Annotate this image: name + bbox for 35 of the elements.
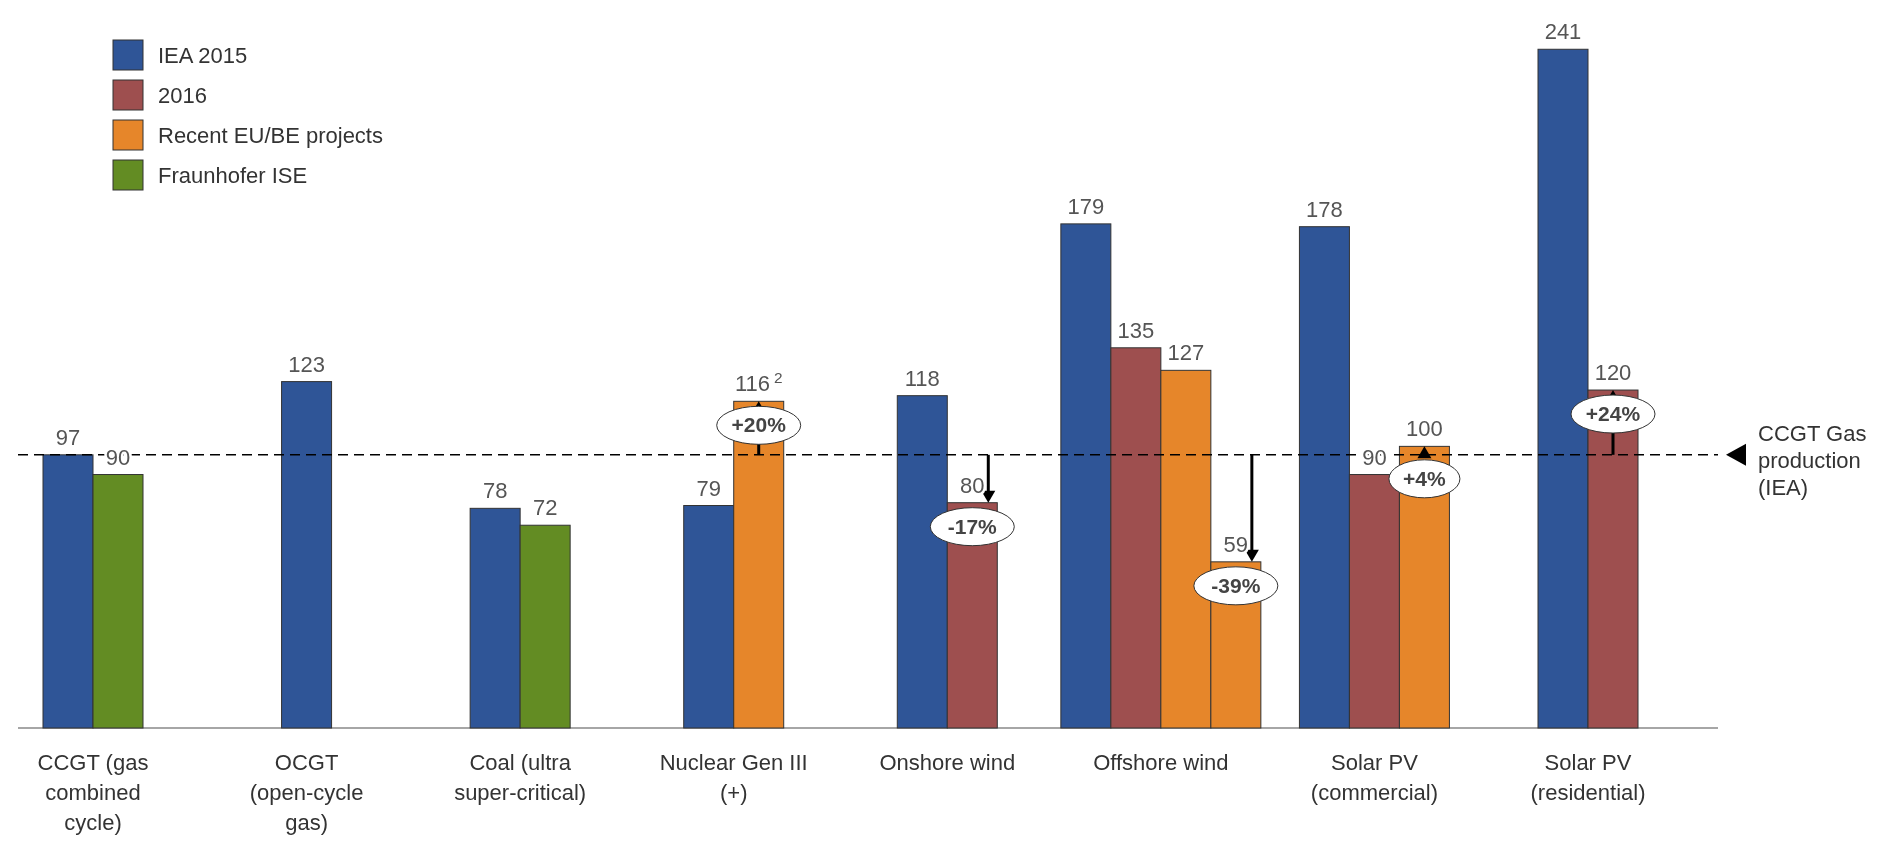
data-label: 78 xyxy=(482,478,508,504)
data-label: 100 xyxy=(1406,416,1443,442)
legend-label: IEA 2015 xyxy=(158,43,248,68)
annotation: +4% xyxy=(1403,466,1447,490)
x-tick-label: Offshore wind xyxy=(1093,750,1229,775)
annotation: +24% xyxy=(1585,402,1641,426)
data-label: 179 xyxy=(1067,193,1105,219)
data-label: 118 xyxy=(904,365,940,391)
data-label: 59 xyxy=(1223,531,1249,557)
data-label: 80 xyxy=(960,472,985,498)
x-tick-label: Nuclear Gen III (+) xyxy=(659,750,808,805)
data-label: 90 xyxy=(105,444,131,470)
data-label: 123 xyxy=(288,351,325,377)
annotation: -17% xyxy=(947,514,998,538)
data-label: 178 xyxy=(1306,196,1343,222)
x-tick-label: Solar PV (residential) xyxy=(1530,750,1646,805)
x-tick-label: Coal (ultra super-critical) xyxy=(454,750,587,805)
data-label: 97 xyxy=(55,424,81,450)
data-label: 241 xyxy=(1544,19,1582,45)
x-tick-label: Onshore wind xyxy=(879,750,1016,775)
legend-label: 2016 xyxy=(158,83,207,108)
x-tick-label: Solar PV (commercial) xyxy=(1310,750,1438,805)
data-label: 79 xyxy=(696,475,721,501)
data-label: 72 xyxy=(532,495,558,521)
annotation: +20% xyxy=(731,413,787,437)
ref-line-label: CCGT Gas production (IEA) xyxy=(1758,420,1867,500)
x-tick-label: OCGT (open-cycle gas) xyxy=(249,750,364,835)
data-label: 116$^{2}$ xyxy=(734,368,783,397)
data-label: 127 xyxy=(1167,340,1205,366)
data-label: 120 xyxy=(1594,360,1632,386)
legend-label: Fraunhofer ISE xyxy=(158,163,308,188)
data-label: 135 xyxy=(1117,317,1155,343)
legend-label: Recent EU/BE projects xyxy=(158,123,383,148)
annotation: -39% xyxy=(1211,573,1261,597)
x-tick-label: CCGT (gas combined cycle) xyxy=(37,750,149,835)
